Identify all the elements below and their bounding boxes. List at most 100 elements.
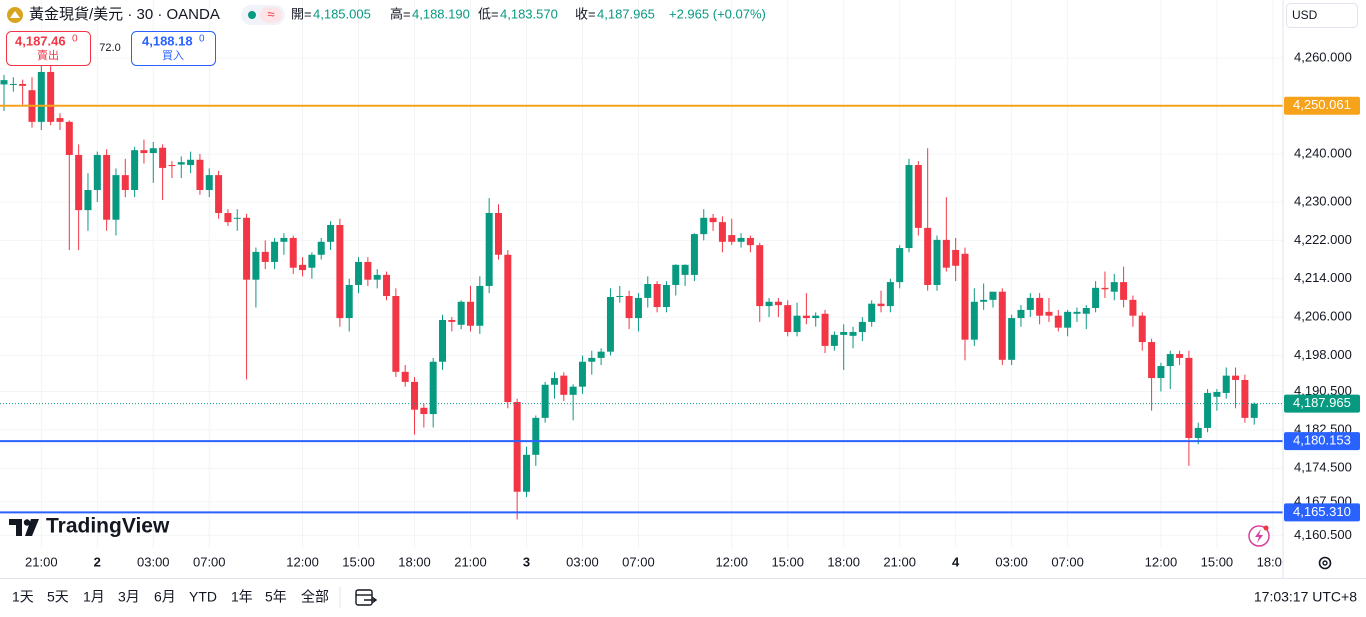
candle-body bbox=[37, 71, 45, 122]
price-label-box bbox=[1284, 503, 1360, 522]
close-label: 收= bbox=[575, 6, 596, 21]
candle-body bbox=[1120, 282, 1128, 300]
candle-body bbox=[1157, 366, 1165, 379]
date-range-icon[interactable] bbox=[355, 589, 378, 606]
candle-body bbox=[121, 175, 129, 190]
price-label: 4,180.153 bbox=[1293, 433, 1351, 448]
range-button[interactable]: 1天 bbox=[12, 589, 34, 605]
candle-body bbox=[1250, 403, 1258, 418]
settings-icon[interactable] bbox=[1318, 556, 1332, 570]
range-button[interactable]: 6月 bbox=[154, 589, 176, 605]
buy-button[interactable] bbox=[131, 31, 216, 66]
candle-body bbox=[970, 301, 978, 340]
x-tick-label: 12:00 bbox=[286, 554, 319, 569]
candle-body bbox=[196, 159, 204, 190]
x-tick-label: 15:00 bbox=[1201, 554, 1234, 569]
candle-body bbox=[812, 315, 820, 319]
candle-body bbox=[205, 175, 213, 190]
x-tick-label: 03:00 bbox=[995, 554, 1028, 569]
buy-label: 買入 bbox=[162, 49, 184, 62]
x-tick-label: 07:00 bbox=[193, 554, 226, 569]
candle-body bbox=[784, 305, 792, 332]
x-tick-label: 03:00 bbox=[137, 554, 170, 569]
candle-body bbox=[47, 71, 55, 122]
x-tick-label: 18:00 bbox=[398, 554, 431, 569]
candle-body bbox=[830, 334, 838, 346]
candle-body bbox=[952, 249, 960, 266]
sell-label: 賣出 bbox=[37, 48, 59, 62]
range-button[interactable]: 1月 bbox=[83, 589, 105, 605]
candle-body bbox=[541, 384, 549, 418]
range-button[interactable]: 5年 bbox=[265, 589, 287, 605]
logo-text: TradingView bbox=[46, 515, 170, 538]
range-button[interactable]: 全部 bbox=[301, 589, 329, 605]
candle-body bbox=[75, 154, 83, 211]
candle-body bbox=[9, 83, 17, 85]
candle-body bbox=[765, 301, 773, 307]
candle-body bbox=[1204, 392, 1212, 428]
candle-body bbox=[606, 296, 614, 352]
candle-body bbox=[1092, 287, 1100, 309]
sell-button[interactable] bbox=[6, 31, 91, 66]
candle-body bbox=[728, 235, 736, 242]
open-label: 開= bbox=[291, 6, 312, 21]
candle-body bbox=[224, 213, 232, 223]
high-value: 4,188.190 bbox=[412, 6, 470, 21]
range-button[interactable]: YTD bbox=[189, 589, 217, 605]
candle-body bbox=[560, 375, 568, 395]
buy-price: 4,188.18 bbox=[142, 33, 193, 48]
symbol-icon-glyph bbox=[10, 11, 20, 18]
range-button[interactable]: 1年 bbox=[231, 589, 253, 605]
candle-body bbox=[140, 150, 148, 154]
candle-body bbox=[933, 239, 941, 285]
candle-body bbox=[327, 225, 335, 242]
candle-body bbox=[858, 321, 866, 332]
candle-body bbox=[1166, 354, 1174, 367]
change-value: +2.965 (+0.07%) bbox=[669, 6, 766, 21]
y-tick-label: 4,206.000 bbox=[1294, 309, 1352, 324]
candle-body bbox=[364, 261, 372, 280]
candle-body bbox=[494, 213, 502, 255]
candle-body bbox=[550, 378, 558, 385]
candle-body bbox=[980, 299, 988, 302]
price-label-box bbox=[1284, 432, 1360, 451]
delay-icon: ≈ bbox=[267, 6, 274, 21]
candle-body bbox=[1176, 354, 1184, 358]
candle-body bbox=[317, 241, 325, 255]
alert-icon-glyph bbox=[1255, 529, 1263, 543]
candle-body bbox=[821, 313, 829, 346]
candle-body bbox=[616, 296, 624, 298]
candle-body bbox=[280, 237, 288, 242]
candle-body bbox=[532, 417, 540, 455]
candle-body bbox=[868, 303, 876, 322]
price-label-box bbox=[1284, 394, 1360, 413]
candle-body bbox=[877, 303, 885, 307]
candle-body bbox=[411, 381, 419, 410]
candle-body bbox=[578, 361, 586, 387]
range-button[interactable]: 5天 bbox=[47, 589, 69, 605]
low-value: 4,183.570 bbox=[500, 6, 558, 21]
y-tick-label: 4,222.000 bbox=[1294, 232, 1352, 247]
candle-body bbox=[1241, 379, 1249, 418]
price-label: 4,165.310 bbox=[1293, 504, 1351, 519]
candle-body bbox=[989, 291, 997, 300]
x-tick-label: 03:00 bbox=[566, 554, 599, 569]
candle-body bbox=[634, 297, 642, 319]
sell-price-sup: 0 bbox=[72, 34, 78, 45]
candle-body bbox=[439, 319, 447, 362]
candle-body bbox=[840, 331, 848, 335]
range-button[interactable]: 3月 bbox=[118, 589, 140, 605]
price-label-box bbox=[1284, 96, 1360, 115]
x-tick-label: 2 bbox=[94, 554, 101, 569]
x-tick-label: 21:00 bbox=[25, 554, 58, 569]
candle-body bbox=[1073, 311, 1081, 314]
candle-body bbox=[504, 254, 512, 403]
candle-body bbox=[149, 148, 157, 154]
candle-body bbox=[448, 319, 456, 322]
low-label: 低= bbox=[478, 6, 499, 21]
candle-body bbox=[457, 301, 465, 325]
currency-select[interactable] bbox=[1286, 3, 1358, 28]
candle-body bbox=[289, 237, 297, 268]
candle-body bbox=[215, 175, 223, 214]
candle-body bbox=[168, 165, 176, 167]
